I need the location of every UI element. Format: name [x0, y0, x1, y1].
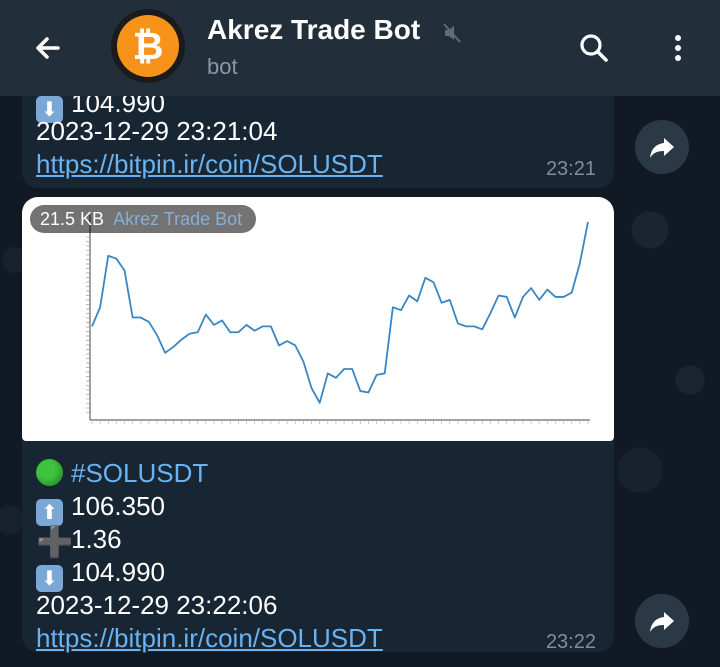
plus-icon: ➕ [36, 525, 74, 560]
price-chart [86, 215, 590, 424]
message-time: 23:22 [545, 631, 596, 653]
arrow-left-icon [36, 37, 60, 59]
forward-button[interactable] [635, 120, 689, 174]
coin-link[interactable]: https://bitpin.ir/coin/SOLUSDT [36, 623, 383, 653]
forward-arrow-icon [650, 612, 674, 632]
muted-icon [442, 22, 462, 49]
hashtag[interactable]: #SOLUSDT [71, 458, 209, 488]
chat-header: ₿ Akrez Trade Bot bot [0, 0, 720, 96]
down-arrow-icon: ⬇ [36, 96, 63, 123]
chat-subtitle: bot [207, 54, 238, 79]
coin-link[interactable]: https://bitpin.ir/coin/SOLUSDT [36, 149, 383, 179]
search-button[interactable] [574, 28, 614, 68]
down-price-line: ⬇ 104.990 [36, 557, 165, 592]
down-arrow-icon: ⬇ [36, 565, 63, 592]
down-price: 104.990 [71, 557, 165, 587]
bitcoin-icon: ₿ [117, 15, 179, 77]
chat-title[interactable]: Akrez Trade Bot [207, 14, 421, 45]
message-datetime: 2023-12-29 23:22:06 [36, 590, 278, 620]
price-change: 1.36 [71, 524, 122, 554]
file-size-badge: 21.5 KB Akrez Trade Bot [30, 205, 257, 233]
up-price-line: ⬆ 106.350 [36, 491, 165, 526]
chart-image[interactable]: 21.5 KB Akrez Trade Bot [22, 197, 614, 441]
more-vertical-icon[interactable] [664, 28, 692, 68]
message-bubble[interactable]: 21.5 KB Akrez Trade Bot #SOLUSDT ⬆ 106.35… [22, 197, 614, 653]
message-time: 23:21 [545, 158, 596, 180]
green-circle-icon [36, 459, 63, 486]
forward-button[interactable] [635, 594, 689, 648]
price-series-line [91, 221, 589, 404]
message-bubble[interactable]: ⬇ 104.990 2023-12-29 23:21:04 https://bit… [22, 80, 614, 188]
back-button[interactable] [28, 28, 68, 68]
message-datetime: 2023-12-29 23:21:04 [36, 116, 278, 146]
file-size: 21.5 KB [40, 209, 105, 229]
up-price: 106.350 [71, 491, 165, 521]
hashtag-line: #SOLUSDT [36, 458, 208, 489]
change-line: ➕1.36 [36, 524, 122, 560]
via-label: Akrez Trade Bot [113, 209, 243, 229]
avatar[interactable]: ₿ [111, 9, 185, 83]
forward-arrow-icon [650, 138, 674, 158]
search-icon [580, 34, 608, 62]
up-arrow-icon: ⬆ [36, 499, 63, 526]
